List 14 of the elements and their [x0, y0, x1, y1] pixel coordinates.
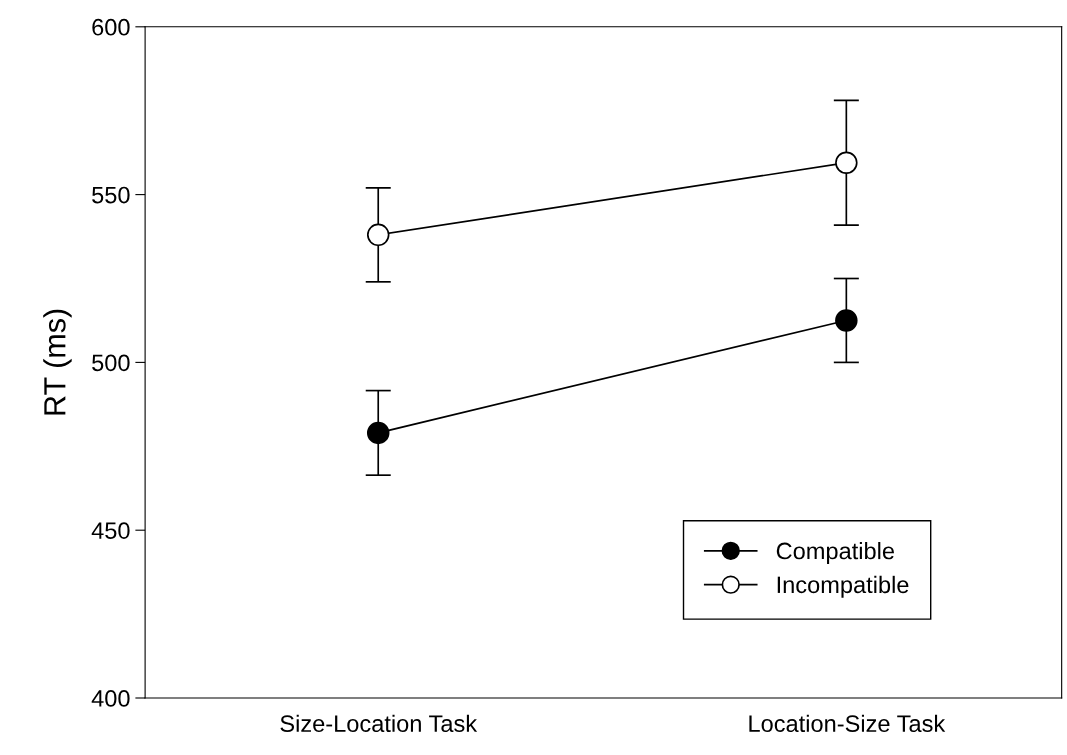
y-axis-title: RT (ms)	[43, 309, 72, 415]
x-tick-label: Location-Size Task	[749, 714, 946, 733]
point	[835, 309, 858, 332]
x-tick-label: Size-Location Task	[280, 714, 478, 733]
y-tick-label: 400	[91, 690, 130, 707]
point	[366, 421, 390, 445]
point	[366, 223, 390, 247]
point	[835, 151, 858, 174]
legend-label: Compatible	[776, 542, 894, 565]
y-tick-label: 600	[92, 18, 130, 36]
legend-label: Incompatible	[777, 575, 909, 598]
y-tick-label: 500	[92, 354, 130, 372]
y-tick-label: 450	[91, 522, 130, 539]
y-tick-label: 550	[92, 186, 130, 204]
